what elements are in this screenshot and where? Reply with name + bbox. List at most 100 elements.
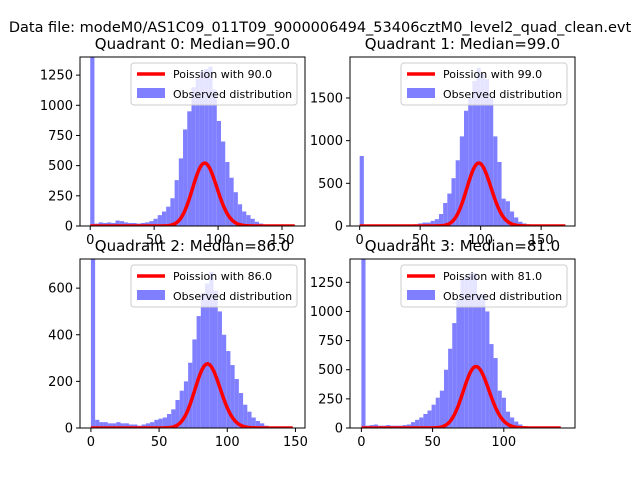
- x-tick-label: 100: [206, 233, 231, 248]
- histogram-bar: [157, 215, 162, 226]
- x-tick-label: 0: [357, 435, 365, 450]
- y-tick-label: 500: [318, 363, 343, 378]
- histogram-bar: [468, 272, 473, 428]
- histogram-bar: [217, 311, 222, 428]
- histogram-bar: [456, 299, 461, 428]
- histogram-bar: [103, 422, 108, 428]
- histogram-bar: [99, 422, 104, 428]
- histogram-bar: [431, 404, 436, 428]
- histogram-bar: [434, 219, 439, 226]
- quadrant-2-plot-area: [90, 259, 294, 428]
- y-tick-label: 500: [318, 177, 343, 192]
- histogram-bar: [209, 271, 214, 428]
- quadrant-2-panel: 0 50 100 150 0 200 400 600 Quadrant 2: Median=86…: [48, 237, 308, 450]
- y-tick-label: 0: [335, 422, 343, 437]
- histogram-bar: [178, 158, 184, 226]
- histogram-bar: [208, 66, 213, 226]
- histogram-bar: [120, 423, 125, 428]
- histogram-bar: [255, 421, 260, 428]
- histogram-bar: [175, 400, 180, 428]
- legend-poisson-label: Poission with 99.0: [443, 68, 542, 81]
- histogram-bar: [191, 87, 196, 226]
- histogram-bar: [427, 410, 432, 428]
- y-tick-label: 1000: [310, 134, 343, 149]
- legend-histogram-label: Observed distribution: [443, 290, 562, 303]
- x-tick-label: 150: [270, 233, 295, 248]
- histogram-bar: [430, 220, 435, 226]
- legend-box: [400, 62, 568, 106]
- histogram-bar: [149, 221, 154, 226]
- quadrant-2-title: Quadrant 2: Median=86.0: [95, 237, 290, 255]
- quadrant-3-title: Quadrant 3: Median=81.0: [365, 237, 560, 255]
- histogram-bar: [233, 192, 238, 226]
- legend-poisson-label: Poission with 81.0: [443, 270, 542, 283]
- x-tick-label: 0: [86, 233, 94, 248]
- histogram-bar: [90, 259, 96, 428]
- x-tick-label: 150: [529, 233, 554, 248]
- histogram-bar: [514, 217, 519, 226]
- histogram-bar: [514, 421, 519, 428]
- histogram-bar: [435, 397, 440, 428]
- histogram-bar: [162, 417, 167, 428]
- histogram-bar: [455, 160, 460, 226]
- histogram-bar: [501, 397, 506, 428]
- histogram-bar: [205, 283, 210, 428]
- y-tick-label: 750: [318, 334, 343, 349]
- histogram-bar: [464, 110, 469, 226]
- histogram-bar: [230, 365, 235, 428]
- histogram-bar: [254, 221, 259, 226]
- quadrant-0-title: Quadrant 0: Median=90.0: [95, 35, 290, 53]
- y-tick-label: 1500: [310, 91, 343, 106]
- histogram-bar: [212, 89, 217, 226]
- histogram-bar: [359, 156, 364, 226]
- x-tick-label: 50: [424, 435, 441, 450]
- histogram-bar: [251, 417, 256, 428]
- histogram-bar: [476, 68, 481, 226]
- histogram-bar: [124, 423, 129, 428]
- histogram-bar: [221, 334, 227, 428]
- y-tick-label: 200: [48, 375, 73, 390]
- y-tick-label: 500: [48, 159, 73, 174]
- histogram-bar: [199, 71, 205, 226]
- histogram-bar: [225, 162, 230, 226]
- histogram-bar: [489, 97, 494, 226]
- histogram-bar: [116, 422, 121, 428]
- legend-histogram-swatch: [137, 290, 165, 300]
- histogram-bar: [112, 423, 117, 428]
- y-tick-label: 1250: [40, 69, 73, 84]
- x-tick-label: 50: [151, 435, 168, 450]
- histogram-bar: [200, 292, 206, 428]
- legend-box: [130, 62, 298, 106]
- histogram-bar: [484, 79, 490, 226]
- histogram-bar: [452, 323, 457, 428]
- histogram-bar: [183, 129, 188, 226]
- histogram-bar: [250, 218, 255, 226]
- histogram-bar: [480, 74, 485, 226]
- histogram-bar: [505, 201, 510, 226]
- histogram-bar: [415, 419, 420, 428]
- legend-histogram-swatch: [407, 88, 435, 98]
- histogram-bar: [501, 198, 506, 226]
- histogram-bar: [170, 198, 175, 226]
- histogram-bar: [443, 202, 448, 226]
- x-tick-label: 0: [356, 233, 364, 248]
- y-tick-label: 0: [65, 220, 73, 235]
- histogram-bar: [226, 351, 231, 428]
- y-tick-label: 1000: [40, 99, 73, 114]
- quadrant-0-plot-area: [89, 57, 296, 226]
- histogram-bar: [468, 97, 473, 226]
- legend-poisson-label: Poission with 90.0: [173, 68, 272, 81]
- legend: Poission with 99.0 Observed distribution: [400, 62, 568, 106]
- histogram-bar: [204, 69, 209, 226]
- histogram-bar: [260, 423, 265, 428]
- histogram-bar: [493, 136, 498, 226]
- histogram-bar: [439, 390, 444, 428]
- y-tick-label: 1250: [310, 276, 343, 291]
- legend-box: [130, 264, 298, 308]
- histogram-bar: [361, 259, 366, 428]
- histogram-bar: [196, 316, 201, 428]
- histogram-bar: [179, 390, 184, 428]
- histogram-bar: [460, 278, 465, 428]
